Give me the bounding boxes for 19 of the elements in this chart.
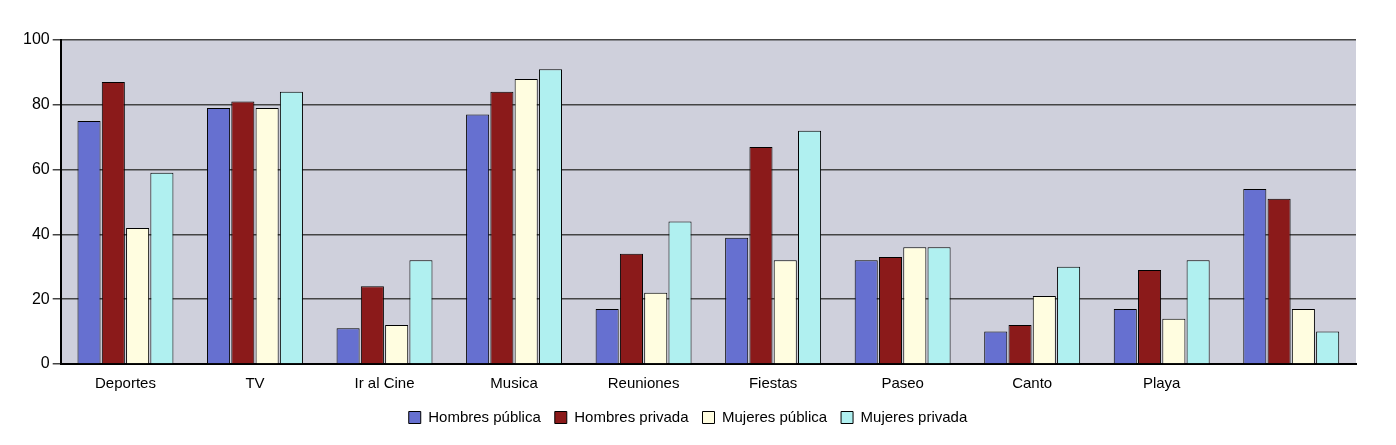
y-tick-label: 20 (31, 289, 50, 307)
x-tick-label: Musica (490, 374, 539, 392)
x-tick-label: Ir al Cine (354, 374, 415, 392)
x-tick-label: Fiestas (748, 374, 798, 392)
legend-label: Hombres pública (428, 407, 542, 425)
y-tick-label: 40 (31, 224, 50, 242)
x-tick-label: Playa (1142, 374, 1182, 392)
y-tick-label: 100 (22, 30, 50, 48)
x-tick-label: Deportes (95, 374, 156, 392)
x-tick-label: Reuniones (607, 374, 680, 392)
x-tick-label: TV (245, 374, 265, 392)
y-tick-label: 80 (31, 95, 50, 113)
legend-label: Hombres privada (574, 407, 690, 425)
legend-label: Mujeres privada (860, 407, 968, 425)
x-tick-label: Canto (1012, 374, 1053, 392)
y-tick-label: 0 (40, 354, 50, 372)
legend-label: Mujeres pública (722, 407, 828, 425)
x-tick-label: Paseo (881, 374, 924, 392)
y-tick-label: 60 (31, 160, 50, 178)
